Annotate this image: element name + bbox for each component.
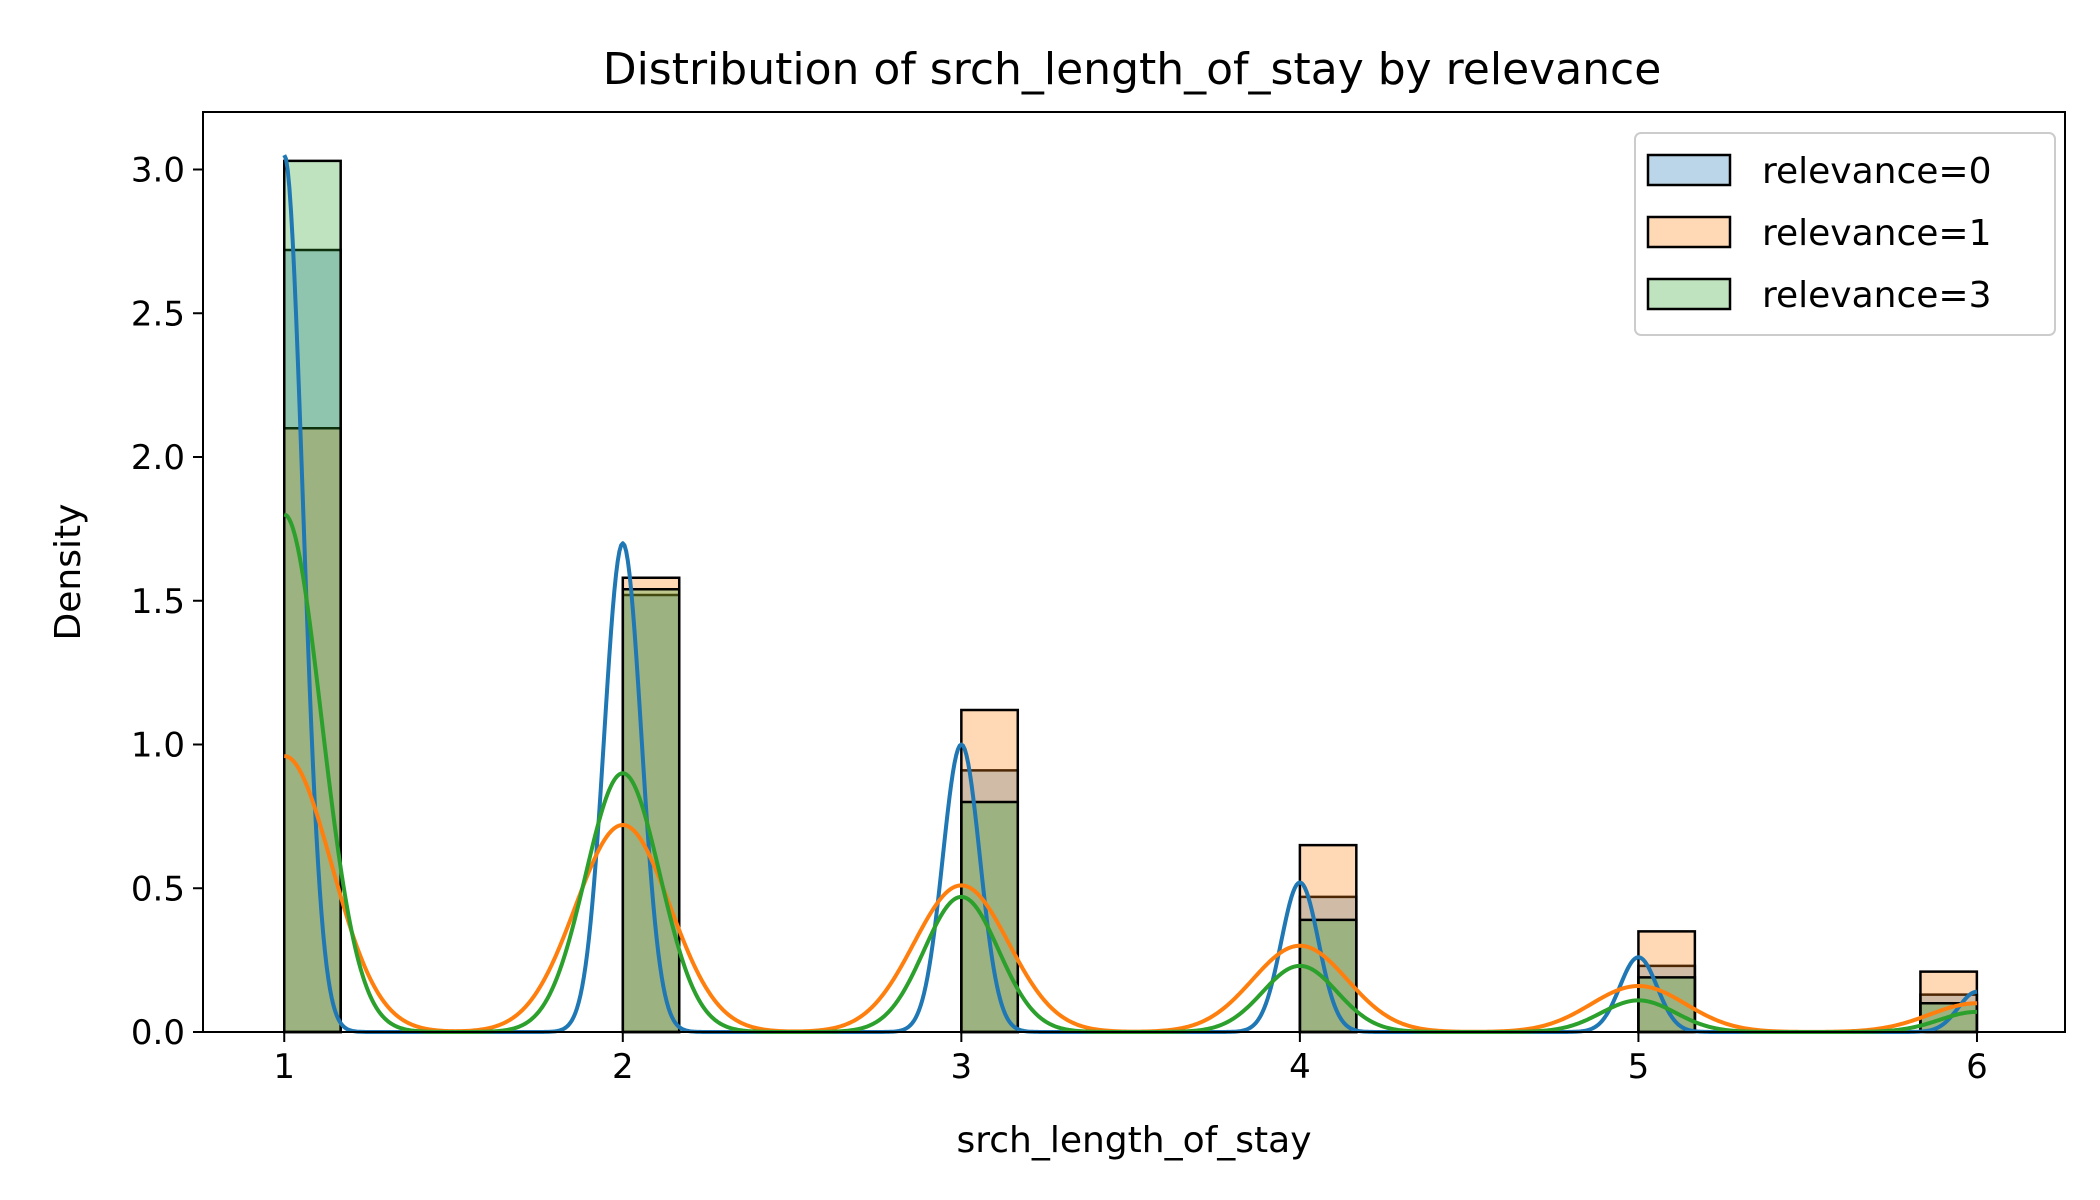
y-tick-label: 1.5 [131, 582, 185, 622]
y-tick-label: 3.0 [131, 151, 185, 191]
legend-label: relevance=1 [1762, 213, 1992, 254]
legend-frame [1634, 132, 2056, 336]
x-tick-label: 4 [1289, 1047, 1311, 1087]
legend-label: relevance=3 [1762, 275, 1992, 316]
bar-relevance-3-bin-3 [960, 800, 1020, 1034]
y-axis-label: Density [48, 504, 89, 641]
legend-swatch-relevance-3 [1646, 277, 1732, 311]
bar-relevance-0-bin-2 [621, 593, 681, 1034]
y-axis: 0.0 0.5 1.0 1.5 2.0 2.5 3.0 [131, 151, 203, 1053]
x-tick-label: 5 [1628, 1047, 1650, 1087]
x-axis-label: srch_length_of_stay [956, 1120, 1311, 1161]
legend: relevance=0 relevance=1 relevance=3 [1634, 132, 2056, 336]
legend-swatch-relevance-1 [1646, 215, 1732, 249]
x-tick-label: 6 [1966, 1047, 1988, 1087]
legend-label: relevance=0 [1762, 151, 1992, 192]
bar-relevance-3-bin-2 [621, 588, 681, 1034]
x-axis: 1 2 3 4 5 6 [273, 1032, 1988, 1087]
plot-frame [202, 111, 2066, 1033]
y-tick-label: 0.5 [131, 869, 185, 909]
x-tick-label: 1 [273, 1047, 295, 1087]
y-tick-label: 1.0 [131, 726, 185, 766]
x-tick-label: 2 [612, 1047, 634, 1087]
x-tick-label: 3 [951, 1047, 973, 1087]
bar-relevance-3-bin-1 [283, 159, 342, 1034]
chart-title: Distribution of srch_length_of_stay by r… [603, 44, 1662, 95]
y-tick-label: 2.5 [131, 294, 185, 334]
y-tick-label: 0.0 [131, 1013, 185, 1053]
bar-relevance-3-bin-4 [1298, 918, 1358, 1034]
legend-swatch-relevance-0 [1646, 153, 1732, 187]
y-tick-label: 2.0 [131, 438, 185, 478]
